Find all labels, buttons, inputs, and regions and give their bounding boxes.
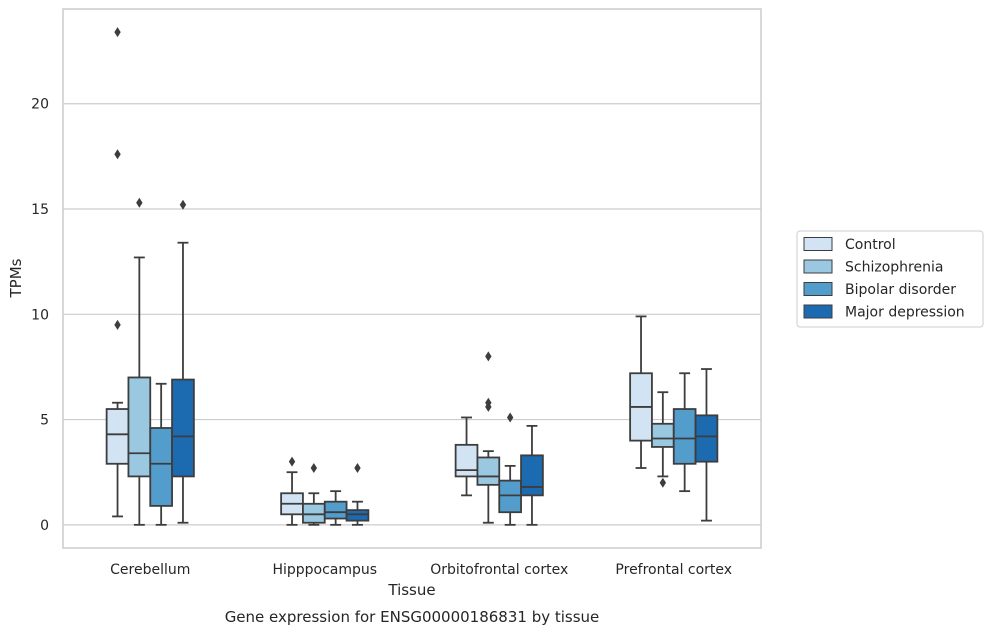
box-3-2	[672, 372, 697, 493]
outlier-point	[659, 477, 667, 488]
box-3-3	[694, 368, 719, 522]
legend-frame	[796, 230, 984, 328]
box-2-3	[520, 424, 544, 526]
legend: Control Schizophrenia Bipolar disorder Majo…	[796, 230, 984, 328]
box-0-0	[105, 27, 130, 518]
x-tick-label: Prefrontal cortex	[615, 562, 732, 578]
legend-swatch	[803, 259, 833, 274]
y-tick-labels: 0 5 10 15 20	[31, 97, 49, 534]
legend-swatch	[803, 237, 833, 251]
plot-area	[105, 27, 719, 526]
box-body	[149, 427, 173, 507]
box-1-3	[345, 462, 370, 526]
outlier-point	[114, 319, 121, 330]
y-tick-label: 5	[40, 413, 49, 429]
y-tick-label: 0	[40, 518, 49, 534]
box-0-2	[149, 382, 173, 526]
box-2-0	[454, 416, 479, 497]
box-0-1	[127, 197, 152, 526]
outlier-point	[114, 27, 121, 38]
box-1-0	[280, 456, 304, 526]
legend-label: Major depression	[845, 305, 965, 321]
box-body	[476, 456, 501, 486]
box-2-1	[476, 351, 501, 524]
box-body	[323, 500, 348, 520]
box-body	[345, 509, 370, 522]
outlier-point	[310, 462, 318, 473]
box-0-3	[171, 199, 195, 524]
box-body	[105, 408, 130, 465]
y-axis-title: TPMs	[7, 258, 25, 298]
plot-frame	[62, 8, 762, 549]
box-body	[498, 479, 522, 514]
x-tick-label: Orbitofrontal cortex	[430, 562, 568, 578]
box-2-2	[498, 412, 522, 526]
legend-label: Bipolar disorder	[845, 282, 956, 298]
y-tick-label: 15	[31, 202, 49, 218]
outlier-point	[485, 397, 492, 408]
box-body	[672, 408, 697, 465]
y-tick-label: 10	[31, 307, 49, 323]
x-axis-title: Tissue	[387, 581, 435, 599]
box-1-1	[302, 462, 326, 526]
legend-swatch	[803, 304, 833, 319]
box-body	[302, 502, 326, 524]
box-body	[694, 414, 719, 463]
x-tick-labels: Cerebellum Hipppocampus Orbitofrontal cort…	[110, 562, 732, 578]
legend-swatch	[803, 282, 833, 296]
legend-label: Schizophrenia	[845, 260, 943, 276]
outlier-point	[179, 199, 187, 210]
chart-caption: Gene expression for ENSG00000186831 by t…	[225, 608, 600, 626]
outlier-point	[354, 462, 361, 473]
box-body	[520, 454, 544, 497]
box-3-0	[629, 315, 653, 469]
box-body	[651, 422, 675, 448]
box-1-2	[323, 490, 348, 526]
outlier-point	[288, 456, 296, 467]
y-tick-label: 20	[31, 97, 49, 113]
outlier-point	[485, 351, 492, 362]
outlier-point	[506, 412, 514, 423]
box-body	[127, 376, 152, 478]
legend-label: Control	[845, 237, 896, 253]
box-body	[454, 443, 479, 478]
x-tick-label: Hipppocampus	[272, 562, 377, 578]
outlier-point	[136, 197, 143, 208]
box-3-1	[651, 391, 675, 488]
outlier-point	[114, 149, 121, 160]
box-body	[171, 378, 195, 478]
x-tick-label: Cerebellum	[110, 562, 190, 578]
